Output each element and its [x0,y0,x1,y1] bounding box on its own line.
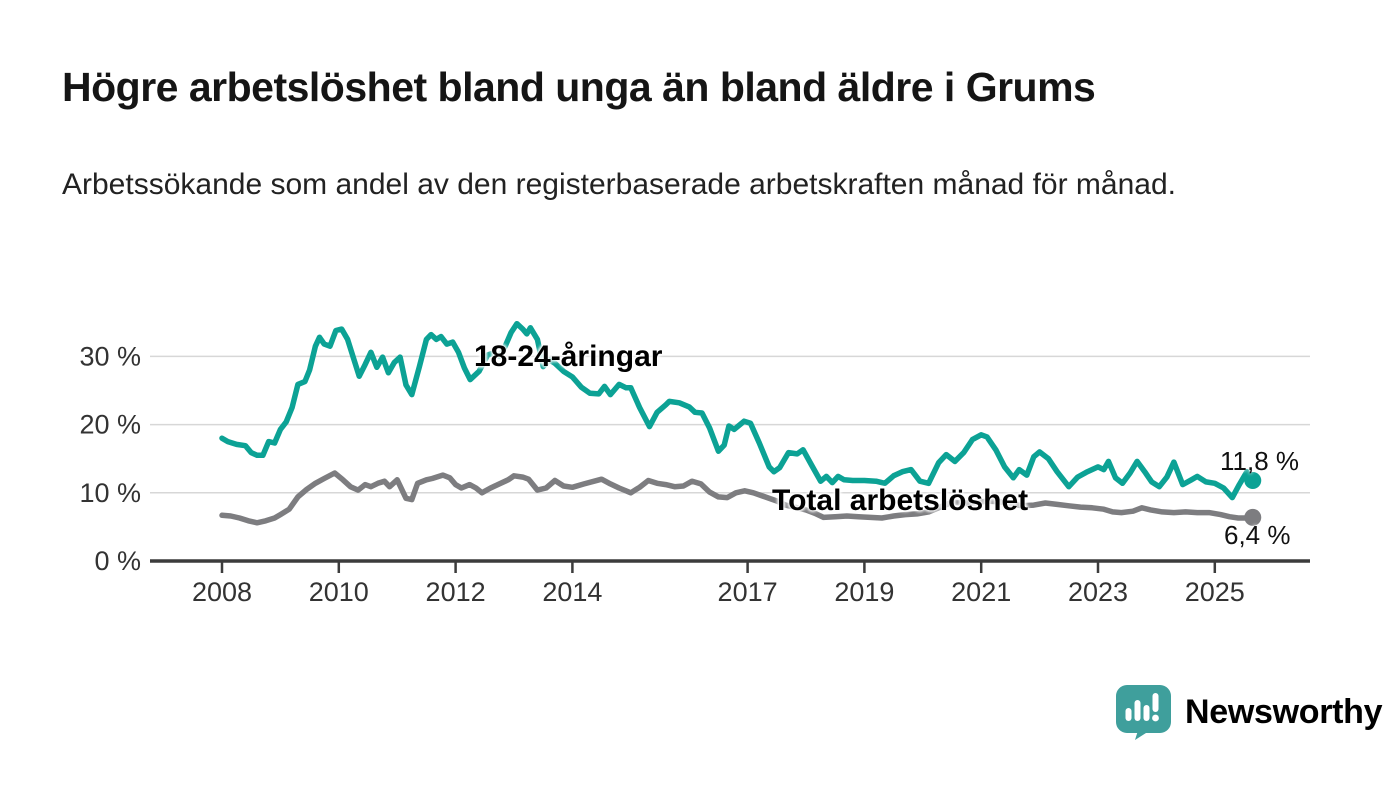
series-label-total: Total arbetslöshet [772,484,1029,517]
page-title: Högre arbetslöshet bland unga än bland ä… [62,64,1096,110]
x-tick-label-2025: 2025 [1185,577,1245,607]
x-tick-label-2017: 2017 [718,577,778,607]
x-tick-label-2008: 2008 [192,577,252,607]
x-tick-label-2012: 2012 [426,577,486,607]
line-18-24-åringar [219,320,1256,501]
newsworthy-logo-icon [1116,685,1171,740]
x-tick-label-2019: 2019 [834,577,894,607]
y-tick-label-20: 20 % [79,410,141,440]
end-dot-18-24-åringar [1244,472,1262,490]
x-tick-label-2021: 2021 [951,577,1011,607]
end-value-label-total: 6,4 % [1224,520,1291,550]
series-label-youth: 18-24-åringar [474,340,663,373]
end-dot-Total arbetslöshet [1244,508,1262,526]
newsworthy-logo: Newsworthy [1115,684,1383,740]
end-value-label-youth: 11,8 % [1220,446,1300,476]
line-Total arbetslöshet [219,470,1256,526]
x-tick-label-2014: 2014 [542,577,602,607]
x-tick-label-2023: 2023 [1068,577,1128,607]
y-tick-label-10: 10 % [79,478,141,508]
y-tick-label-0: 0 % [94,546,141,576]
x-tick-label-2010: 2010 [309,577,369,607]
y-tick-label-30: 30 % [79,341,141,371]
chart-subtitle: Arbetssökande som andel av den registerb… [62,168,1176,201]
newsworthy-logo-text: Newsworthy [1185,692,1383,731]
